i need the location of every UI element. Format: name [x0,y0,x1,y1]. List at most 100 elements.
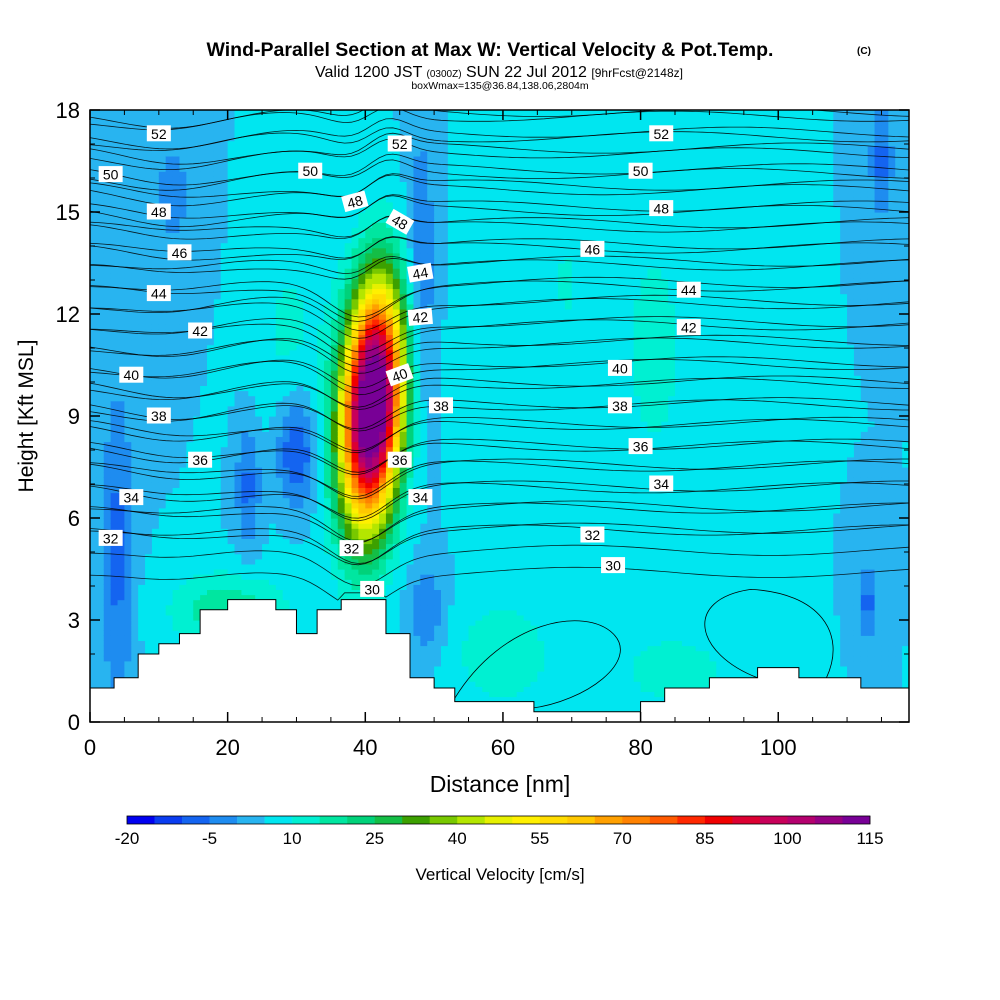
velocity-cell [110,140,119,147]
velocity-cell [337,130,346,137]
velocity-cell [317,558,325,565]
velocity-cell [337,487,346,494]
velocity-cell [296,227,304,233]
velocity-cell [110,217,119,223]
velocity-cell [103,155,112,162]
velocity-cell [255,431,263,437]
velocity-cell [324,380,332,386]
velocity-cell [220,319,229,325]
velocity-cell [96,227,105,233]
velocity-cell [324,201,332,208]
velocity-cell [344,375,353,381]
velocity-cell [179,609,187,616]
velocity-cell [337,227,346,233]
velocity-cell [275,314,284,320]
velocity-cell [303,523,311,529]
velocity-cell [262,130,270,137]
velocity-cell [172,472,181,478]
velocity-cell [255,206,263,213]
velocity-cell [248,354,256,361]
velocity-cell [193,308,201,315]
velocity-cell [213,426,222,432]
velocity-cell [145,620,153,626]
velocity-cell [282,201,291,208]
velocity-cell [179,115,187,121]
velocity-cell [372,400,380,407]
velocity-cell [220,426,229,432]
velocity-cell [179,620,187,626]
velocity-cell [151,635,160,641]
velocity-cell [138,319,146,325]
velocity-cell [193,278,201,284]
velocity-cell [303,594,311,601]
velocity-cell [268,594,277,601]
velocity-cell [268,589,277,596]
velocity-cell [268,359,277,366]
velocity-cell [145,599,153,606]
velocity-cell [220,171,229,177]
velocity-cell [186,482,194,488]
velocity-cell [330,217,339,223]
velocity-cell [289,288,298,295]
velocity-cell [296,390,304,397]
velocity-cell [289,482,298,488]
velocity-cell [200,227,208,233]
velocity-cell [310,181,318,188]
velocity-cell [151,507,160,514]
velocity-cell [296,558,304,565]
velocity-cell [103,150,112,157]
velocity-cell [138,645,146,652]
velocity-cell [179,385,187,392]
velocity-cell [317,176,325,182]
velocity-cell [372,553,380,560]
velocity-cell [124,222,132,228]
velocity-cell [344,528,353,534]
velocity-cell [255,293,263,300]
velocity-cell [303,110,311,116]
velocity-cell [145,400,153,407]
velocity-cell [96,390,105,397]
velocity-cell [158,640,167,647]
velocity-cell [330,181,339,188]
velocity-cell [227,329,236,335]
velocity-cell [90,630,98,636]
velocity-cell [248,477,256,483]
velocity-cell [207,365,215,371]
velocity-cell [151,242,160,249]
velocity-cell [310,191,318,198]
velocity-cell [234,594,243,601]
velocity-cell [330,375,339,381]
velocity-cell [282,120,291,126]
velocity-cell [330,268,339,274]
velocity-cell [96,135,105,142]
velocity-cell [310,212,318,218]
velocity-cell [124,630,132,636]
velocity-cell [124,278,132,284]
velocity-cell [310,140,318,147]
velocity-cell [110,334,119,341]
velocity-cell [227,125,236,131]
velocity-cell [337,308,346,315]
velocity-cell [324,161,332,167]
velocity-cell [324,344,332,351]
velocity-cell [103,314,112,320]
velocity-cell [103,181,112,188]
velocity-cell [158,451,167,458]
velocity-cell [220,354,229,361]
velocity-cell [110,308,119,315]
velocity-cell [165,150,174,157]
velocity-cell [110,395,119,402]
velocity-cell [193,115,201,121]
velocity-cell [179,563,187,570]
velocity-cell [220,222,229,228]
velocity-cell [145,518,153,524]
velocity-cell [248,125,256,131]
velocity-cell [234,354,243,361]
velocity-cell [351,171,360,177]
velocity-cell [110,665,119,672]
velocity-cell [151,217,160,223]
velocity-cell [193,166,201,172]
velocity-cell [365,115,373,121]
velocity-cell [158,273,167,279]
velocity-cell [303,599,311,606]
